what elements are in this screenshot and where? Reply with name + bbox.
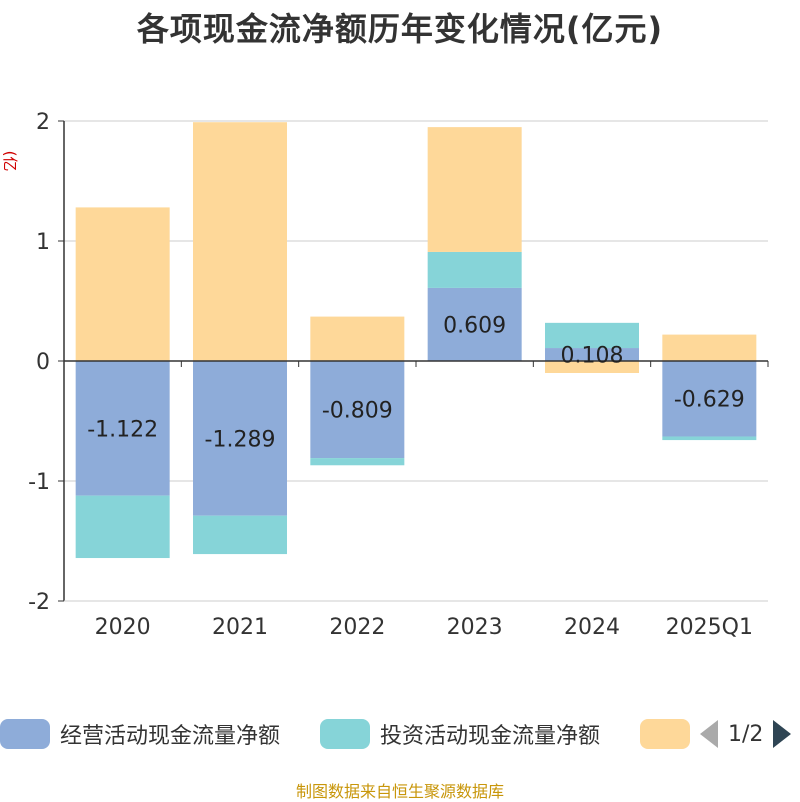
bar-operating <box>427 287 522 361</box>
legend-item-financing[interactable] <box>640 716 700 752</box>
bar-investing <box>427 251 522 288</box>
bar-chart: -2 -1 0 1 2 2020 2021 2022 2023 2024 2025Q1 -1.122… <box>28 110 769 640</box>
legend-pager: 1/2 <box>700 716 792 752</box>
x-tick-label: 2020 <box>95 615 151 640</box>
bar-investing <box>545 322 639 349</box>
data-label-operating: -1.122 <box>87 417 158 442</box>
bar-financing <box>662 334 757 361</box>
triangle-left-icon[interactable] <box>700 720 718 748</box>
bar-investing <box>310 458 405 466</box>
legend-item-operating[interactable]: 经营活动现金流量净额 <box>0 716 280 752</box>
bar-financing <box>545 361 639 373</box>
x-tick-label: 2023 <box>447 615 503 640</box>
data-label-operating: -0.809 <box>322 399 393 424</box>
legend-label-investing: 投资活动现金流量净额 <box>380 724 601 749</box>
bar-investing <box>75 495 170 559</box>
legend-item-investing[interactable]: 投资活动现金流量净额 <box>320 716 600 752</box>
y-tick-label: 2 <box>36 110 50 135</box>
data-label-operating: -0.629 <box>674 388 745 413</box>
chart-title: 各项现金流净额历年变化情况(亿元) <box>136 10 664 48</box>
axes: -2 -1 0 1 2 2020 2021 2022 2023 2024 2025Q1 <box>28 110 769 640</box>
bar-financing <box>75 207 170 361</box>
y-tick-label: -2 <box>28 590 50 615</box>
bar-investing <box>662 436 757 441</box>
x-tick-label: 2024 <box>564 615 620 640</box>
legend-page-indicator: 1/2 <box>728 721 764 747</box>
x-tick-label: 2025Q1 <box>666 615 753 640</box>
x-tick-label: 2022 <box>329 615 385 640</box>
y-tick-label: 1 <box>36 230 50 255</box>
legend-swatch-financing <box>640 719 690 749</box>
bar-operating <box>75 361 170 496</box>
bar-investing <box>193 515 287 555</box>
bar-operating <box>310 361 405 459</box>
triangle-right-icon[interactable] <box>773 720 792 748</box>
y-tick-label: 0 <box>36 350 50 375</box>
bar-operating <box>662 361 757 437</box>
legend-swatch-operating <box>0 719 50 749</box>
data-label-operating: -1.289 <box>205 427 276 452</box>
legend: 经营活动现金流量净额 投资活动现金流量净额 <box>0 716 800 756</box>
data-label-operating: 0.609 <box>443 313 506 338</box>
legend-label-operating: 经营活动现金流量净额 <box>60 724 281 749</box>
bar-financing <box>427 127 522 252</box>
data-labels: -1.122 -1.289 -0.809 0.609 0.108 -0.629 <box>87 313 745 452</box>
bar-financing <box>310 316 405 361</box>
bar-operating <box>193 361 287 516</box>
bars <box>75 122 757 559</box>
legend-swatch-investing <box>320 719 370 749</box>
source-note: 制图数据来自恒生聚源数据库 <box>295 782 504 801</box>
data-label-operating: 0.108 <box>561 344 624 369</box>
bar-operating <box>545 348 639 361</box>
bar-financing <box>193 122 287 361</box>
x-tick-label: 2021 <box>212 615 268 640</box>
y-tick-label: -1 <box>28 470 50 495</box>
